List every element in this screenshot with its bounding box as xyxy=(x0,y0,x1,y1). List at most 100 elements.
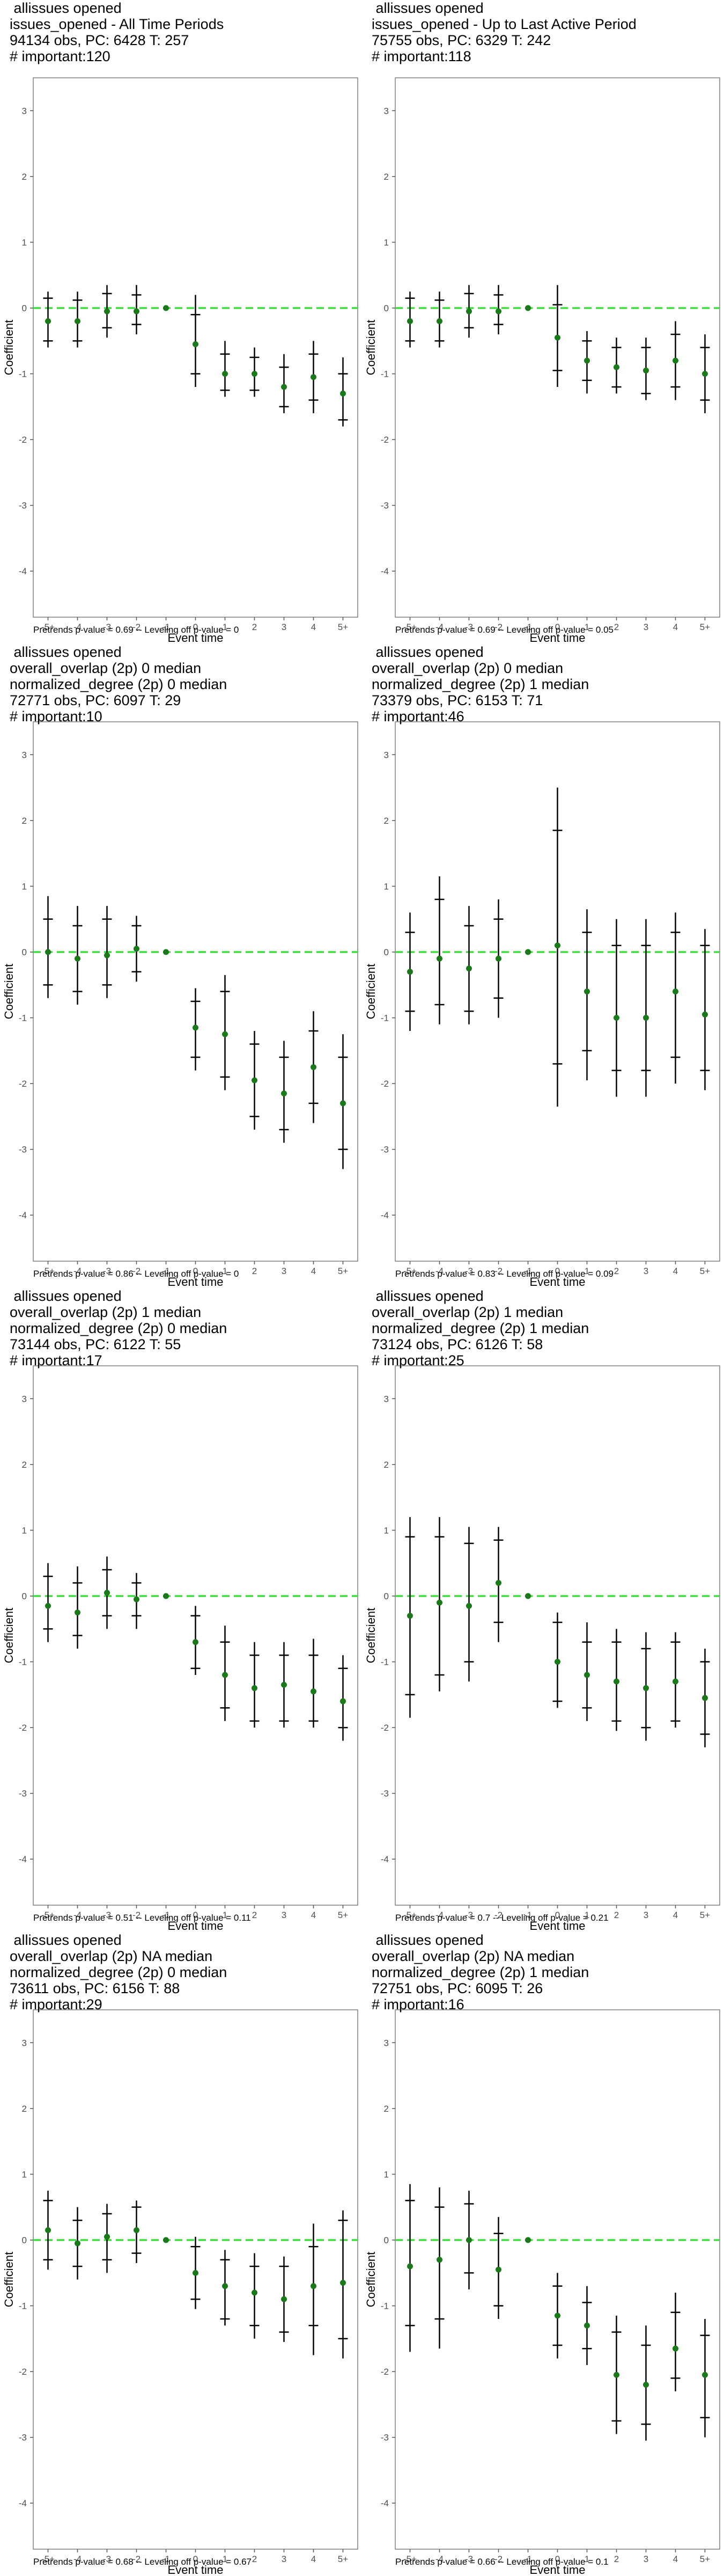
estimate-point xyxy=(134,946,139,952)
x-tick-label: 5+ xyxy=(338,622,348,632)
chart-title: allissues opened overall_overlap (2p) 1 m… xyxy=(372,1288,589,1368)
x-tick-label: 3 xyxy=(282,1266,286,1276)
chart-title-line: 72751 obs, PC: 6095 T: 26 xyxy=(372,1980,543,1996)
estimate-point xyxy=(437,955,442,962)
y-tick-label: -3 xyxy=(19,1145,27,1155)
estimate-point xyxy=(340,1698,346,1704)
x-tick-label: 1 xyxy=(585,622,589,632)
estimate-point xyxy=(702,1011,708,1018)
x-tick-label: -5+ xyxy=(41,1910,55,1920)
chart-title-line: # important:10 xyxy=(10,708,102,724)
estimate-point xyxy=(252,371,257,377)
x-axis-label: Event time xyxy=(530,631,586,644)
chart-title-line: allissues opened xyxy=(372,1288,484,1304)
y-tick-label: -2 xyxy=(381,435,389,445)
y-axis-label: Coefficient xyxy=(364,320,378,376)
chart-panel: -4 -3 -2 -1 0 1 2 3 -5+ -4 -3 -2 -1 0 1 2 3 4 5+ Event time… xyxy=(0,0,362,644)
x-tick-label: -3 xyxy=(103,2554,111,2564)
chart-title-line: overall_overlap (2p) 0 median xyxy=(372,660,564,676)
chart-footer-pvalues: Pretrends p-value = 0.66 -- Leveling off… xyxy=(395,2557,609,2567)
chart-title-line: 73379 obs, PC: 6153 T: 71 xyxy=(372,692,543,708)
x-tick-label: 3 xyxy=(282,2554,286,2564)
chart-title: allissues opened overall_overlap (2p) NA … xyxy=(10,1932,227,2012)
y-tick-label: 3 xyxy=(384,106,389,116)
x-tick-label: -3 xyxy=(465,1910,473,1920)
x-tick-label: 2 xyxy=(252,1266,257,1276)
x-tick-label: -4 xyxy=(435,1266,444,1276)
x-axis-label: Event time xyxy=(530,2563,586,2576)
estimate-point xyxy=(281,2296,287,2302)
y-tick-label: -4 xyxy=(19,1210,27,1220)
chart-title-line: 94134 obs, PC: 6428 T: 257 xyxy=(10,32,189,48)
estimate-point xyxy=(643,1685,649,1692)
chart-footer-pvalues: Pretrends p-value = 0.69 -- Leveling off… xyxy=(33,625,239,635)
estimate-point xyxy=(643,1015,649,1021)
y-tick-label: 0 xyxy=(384,1591,389,1601)
estimate-point xyxy=(45,1602,51,1609)
estimate-point xyxy=(584,1672,590,1678)
x-tick-label: -1 xyxy=(524,1910,532,1920)
estimate-point xyxy=(193,2270,198,2276)
x-tick-label: 0 xyxy=(193,1910,198,1920)
estimate-point xyxy=(45,318,51,324)
x-tick-label: -2 xyxy=(132,1266,141,1276)
estimate-point xyxy=(702,1695,708,1701)
y-tick-label: 2 xyxy=(22,172,27,182)
y-tick-label: 0 xyxy=(22,2235,27,2245)
y-tick-label: -1 xyxy=(19,1657,27,1667)
estimate-point xyxy=(466,2237,472,2243)
estimate-point xyxy=(437,318,442,324)
estimate-point xyxy=(407,1613,413,1619)
estimate-point xyxy=(555,334,560,341)
y-tick-label: -4 xyxy=(19,566,27,576)
x-tick-label: 5+ xyxy=(338,1266,348,1276)
estimate-point xyxy=(643,367,649,374)
x-tick-label: -4 xyxy=(73,1910,82,1920)
estimate-point xyxy=(555,2312,560,2319)
estimate-point xyxy=(75,2240,80,2246)
estimate-point xyxy=(466,1602,472,1609)
x-tick-label: -3 xyxy=(465,2554,473,2564)
x-axis-label: Event time xyxy=(530,1275,586,1288)
estimate-point xyxy=(75,318,80,324)
x-tick-label: -1 xyxy=(162,622,170,632)
x-tick-label: -4 xyxy=(73,1266,82,1276)
chart-title: allissues opened overall_overlap (2p) 0 m… xyxy=(10,644,227,724)
estimate-point xyxy=(163,1593,169,1599)
chart-panel: -4 -3 -2 -1 0 1 2 3 -5+ -4 -3 -2 -1 0 1 2 3 4 5+ Event time… xyxy=(362,0,724,644)
chart-title: allissues opened issues_opened - All Time… xyxy=(10,0,224,64)
estimate-point xyxy=(163,2237,169,2243)
y-tick-label: 0 xyxy=(22,303,27,313)
x-tick-label: -3 xyxy=(465,622,473,632)
chart-title-line: # important:29 xyxy=(10,1996,102,2012)
y-tick-label: 2 xyxy=(384,1460,389,1470)
chart-title: allissues opened overall_overlap (2p) 0 m… xyxy=(372,644,589,724)
estimate-point xyxy=(702,371,708,377)
estimate-point xyxy=(525,949,531,955)
x-tick-label: 0 xyxy=(193,2554,198,2564)
estimate-point xyxy=(525,1593,531,1599)
y-tick-label: -1 xyxy=(381,369,389,379)
estimate-point xyxy=(311,2283,316,2289)
y-tick-label: 3 xyxy=(384,2038,389,2048)
estimate-point xyxy=(340,2280,346,2286)
y-tick-label: -4 xyxy=(381,1854,389,1864)
x-tick-label: -1 xyxy=(524,622,532,632)
chart-title-line: allissues opened xyxy=(372,0,484,16)
estimate-point xyxy=(104,308,110,314)
y-tick-label: -3 xyxy=(19,1789,27,1799)
estimate-point xyxy=(496,1579,501,1586)
y-tick-label: 2 xyxy=(384,2104,389,2114)
x-tick-label: -1 xyxy=(162,2554,170,2564)
estimate-point xyxy=(673,2345,678,2352)
x-tick-label: 3 xyxy=(644,622,648,632)
y-tick-label: -2 xyxy=(19,2367,27,2377)
x-tick-label: -5+ xyxy=(403,1910,417,1920)
y-tick-label: 3 xyxy=(384,750,389,760)
x-tick-label: 1 xyxy=(223,1910,227,1920)
estimate-point xyxy=(614,1015,619,1021)
y-tick-label: -1 xyxy=(19,2301,27,2311)
estimate-point xyxy=(407,2263,413,2270)
x-tick-label: -3 xyxy=(103,1266,111,1276)
